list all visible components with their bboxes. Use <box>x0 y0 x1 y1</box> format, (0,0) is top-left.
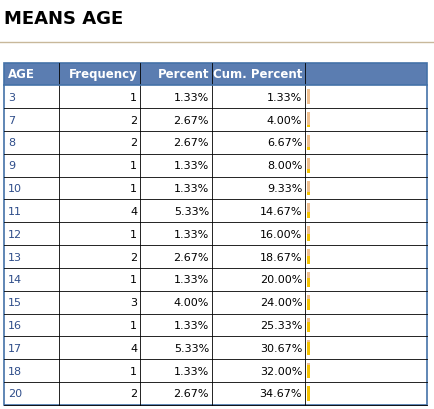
Text: 6.67%: 6.67% <box>267 138 302 148</box>
Bar <box>306 192 310 196</box>
Bar <box>306 386 310 401</box>
Text: 24.00%: 24.00% <box>260 297 302 308</box>
Bar <box>306 249 310 264</box>
Text: 2.67%: 2.67% <box>174 389 209 398</box>
Text: 7: 7 <box>8 115 15 125</box>
Text: 2: 2 <box>130 252 137 262</box>
Bar <box>306 235 310 242</box>
Text: 1: 1 <box>130 184 137 193</box>
Text: Percent: Percent <box>158 68 209 81</box>
Bar <box>306 300 310 310</box>
Text: 4.00%: 4.00% <box>267 115 302 125</box>
Text: 5.33%: 5.33% <box>174 343 209 353</box>
Text: 1.33%: 1.33% <box>174 161 209 171</box>
Bar <box>306 272 310 287</box>
Text: 32.00%: 32.00% <box>260 366 302 376</box>
Text: 16.00%: 16.00% <box>260 229 302 239</box>
Text: 1.33%: 1.33% <box>267 92 302 103</box>
Text: 15: 15 <box>8 297 22 308</box>
Bar <box>306 322 310 333</box>
Text: 12: 12 <box>8 229 22 239</box>
Text: 9: 9 <box>8 161 15 171</box>
Bar <box>306 126 310 128</box>
Text: AGE: AGE <box>8 68 35 81</box>
Text: 1.33%: 1.33% <box>174 92 209 103</box>
Bar <box>306 386 310 401</box>
Text: 16: 16 <box>8 320 22 330</box>
Text: 1: 1 <box>130 366 137 376</box>
Text: 18: 18 <box>8 366 22 376</box>
Bar <box>306 90 310 105</box>
Text: 3: 3 <box>130 297 137 308</box>
Text: 17: 17 <box>8 343 22 353</box>
Bar <box>306 227 310 242</box>
Bar <box>306 148 310 151</box>
Bar <box>306 342 310 355</box>
Text: MEANS AGE: MEANS AGE <box>4 10 124 28</box>
Text: 13: 13 <box>8 252 22 262</box>
Bar <box>306 365 310 378</box>
Text: 4: 4 <box>130 207 137 216</box>
Bar <box>4 63 427 405</box>
Text: 30.67%: 30.67% <box>260 343 302 353</box>
Text: 1: 1 <box>130 161 137 171</box>
Text: 9.33%: 9.33% <box>267 184 302 193</box>
Text: 18.67%: 18.67% <box>260 252 302 262</box>
Text: 5.33%: 5.33% <box>174 207 209 216</box>
Text: 1: 1 <box>130 229 137 239</box>
Bar <box>4 63 427 405</box>
Text: 2: 2 <box>130 138 137 148</box>
Text: 25.33%: 25.33% <box>260 320 302 330</box>
Bar <box>306 318 310 333</box>
Text: 1.33%: 1.33% <box>174 229 209 239</box>
Text: Cum. Percent: Cum. Percent <box>213 68 302 81</box>
Text: 20.00%: 20.00% <box>260 275 302 285</box>
Text: 1: 1 <box>130 320 137 330</box>
Bar <box>306 136 310 151</box>
Bar <box>306 170 310 173</box>
Text: 1.33%: 1.33% <box>174 275 209 285</box>
Bar <box>306 181 310 196</box>
Text: 2.67%: 2.67% <box>174 115 209 125</box>
Bar <box>306 213 310 219</box>
Bar <box>306 256 310 264</box>
Text: 1: 1 <box>130 275 137 285</box>
Bar <box>306 104 310 105</box>
Bar <box>306 295 310 310</box>
Text: 1.33%: 1.33% <box>174 366 209 376</box>
Bar <box>4 63 427 86</box>
Bar <box>306 158 310 173</box>
Text: 8.00%: 8.00% <box>267 161 302 171</box>
Bar <box>306 279 310 287</box>
Text: 2: 2 <box>130 389 137 398</box>
Text: 1: 1 <box>130 92 137 103</box>
Text: 1.33%: 1.33% <box>174 320 209 330</box>
Text: 14: 14 <box>8 275 22 285</box>
Text: 11: 11 <box>8 207 22 216</box>
Text: 1.33%: 1.33% <box>174 184 209 193</box>
Text: 2: 2 <box>130 115 137 125</box>
Text: 2.67%: 2.67% <box>174 138 209 148</box>
Bar <box>306 363 310 378</box>
Text: 8: 8 <box>8 138 15 148</box>
Text: 2.67%: 2.67% <box>174 252 209 262</box>
Text: 34.67%: 34.67% <box>260 389 302 398</box>
Bar <box>306 341 310 355</box>
Bar <box>306 204 310 219</box>
Text: 4.00%: 4.00% <box>174 297 209 308</box>
Text: 3: 3 <box>8 92 15 103</box>
Text: Frequency: Frequency <box>69 68 137 81</box>
Text: 10: 10 <box>8 184 22 193</box>
Text: 4: 4 <box>130 343 137 353</box>
Text: 14.67%: 14.67% <box>260 207 302 216</box>
Text: 20: 20 <box>8 389 22 398</box>
Bar <box>306 113 310 128</box>
